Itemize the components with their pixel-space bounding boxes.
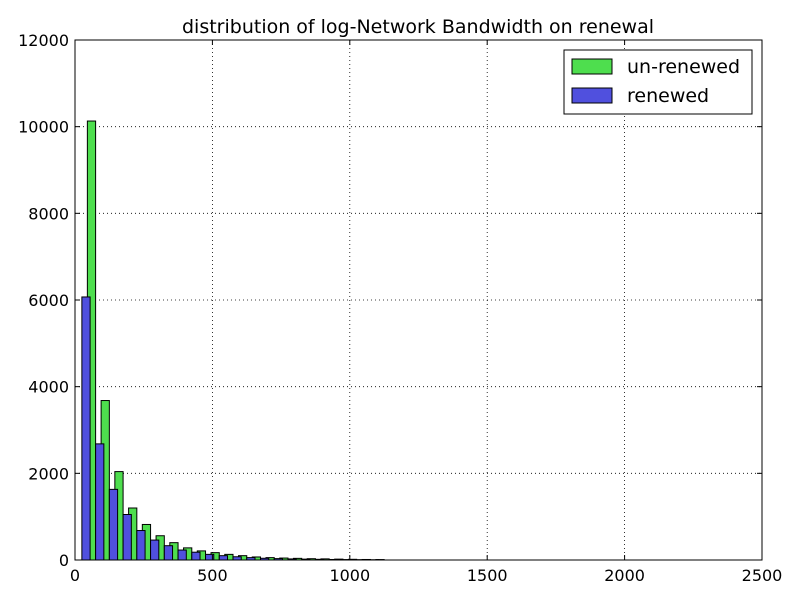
bar-renewed — [122, 514, 132, 561]
y-tick-label: 8000 — [28, 204, 69, 223]
bar-renewed — [177, 549, 187, 561]
y-tick-label: 2000 — [28, 464, 69, 483]
legend-label-renewed: renewed — [627, 85, 709, 107]
chart-title: distribution of log-Network Bandwidth on… — [182, 16, 654, 38]
y-tick-label: 0 — [59, 551, 69, 570]
axes-frame — [74, 39, 763, 561]
bar-renewed — [136, 530, 146, 561]
ticks: 0 500 1000 1500 2000 2500 0 2000 4000 6000 8000 100… — [18, 31, 782, 585]
x-tick-label: 2000 — [604, 566, 645, 585]
y-tick-label: 10000 — [18, 118, 69, 137]
legend: un-renewed renewed — [563, 49, 753, 115]
bar-renewed — [108, 488, 119, 561]
legend-label-un-renewed: un-renewed — [627, 56, 740, 78]
bar-renewed — [218, 555, 229, 561]
legend-swatch-un-renewed — [571, 58, 613, 75]
x-tick-label: 2500 — [742, 566, 783, 585]
bar-renewed — [163, 545, 174, 561]
bars — [81, 120, 385, 561]
bar-renewed — [150, 539, 160, 561]
x-tick-label: 0 — [70, 566, 80, 585]
legend-swatch-renewed — [571, 87, 613, 104]
x-tick-label: 1000 — [329, 566, 370, 585]
y-tick-label: 12000 — [18, 31, 69, 50]
bar-renewed — [191, 551, 201, 561]
y-tick-label: 6000 — [28, 291, 69, 310]
grid — [75, 40, 762, 560]
bar-renewed — [95, 443, 105, 561]
x-tick-label: 500 — [197, 566, 228, 585]
bar-renewed — [81, 296, 91, 561]
y-tick-label: 4000 — [28, 378, 69, 397]
x-tick-label: 1500 — [467, 566, 508, 585]
